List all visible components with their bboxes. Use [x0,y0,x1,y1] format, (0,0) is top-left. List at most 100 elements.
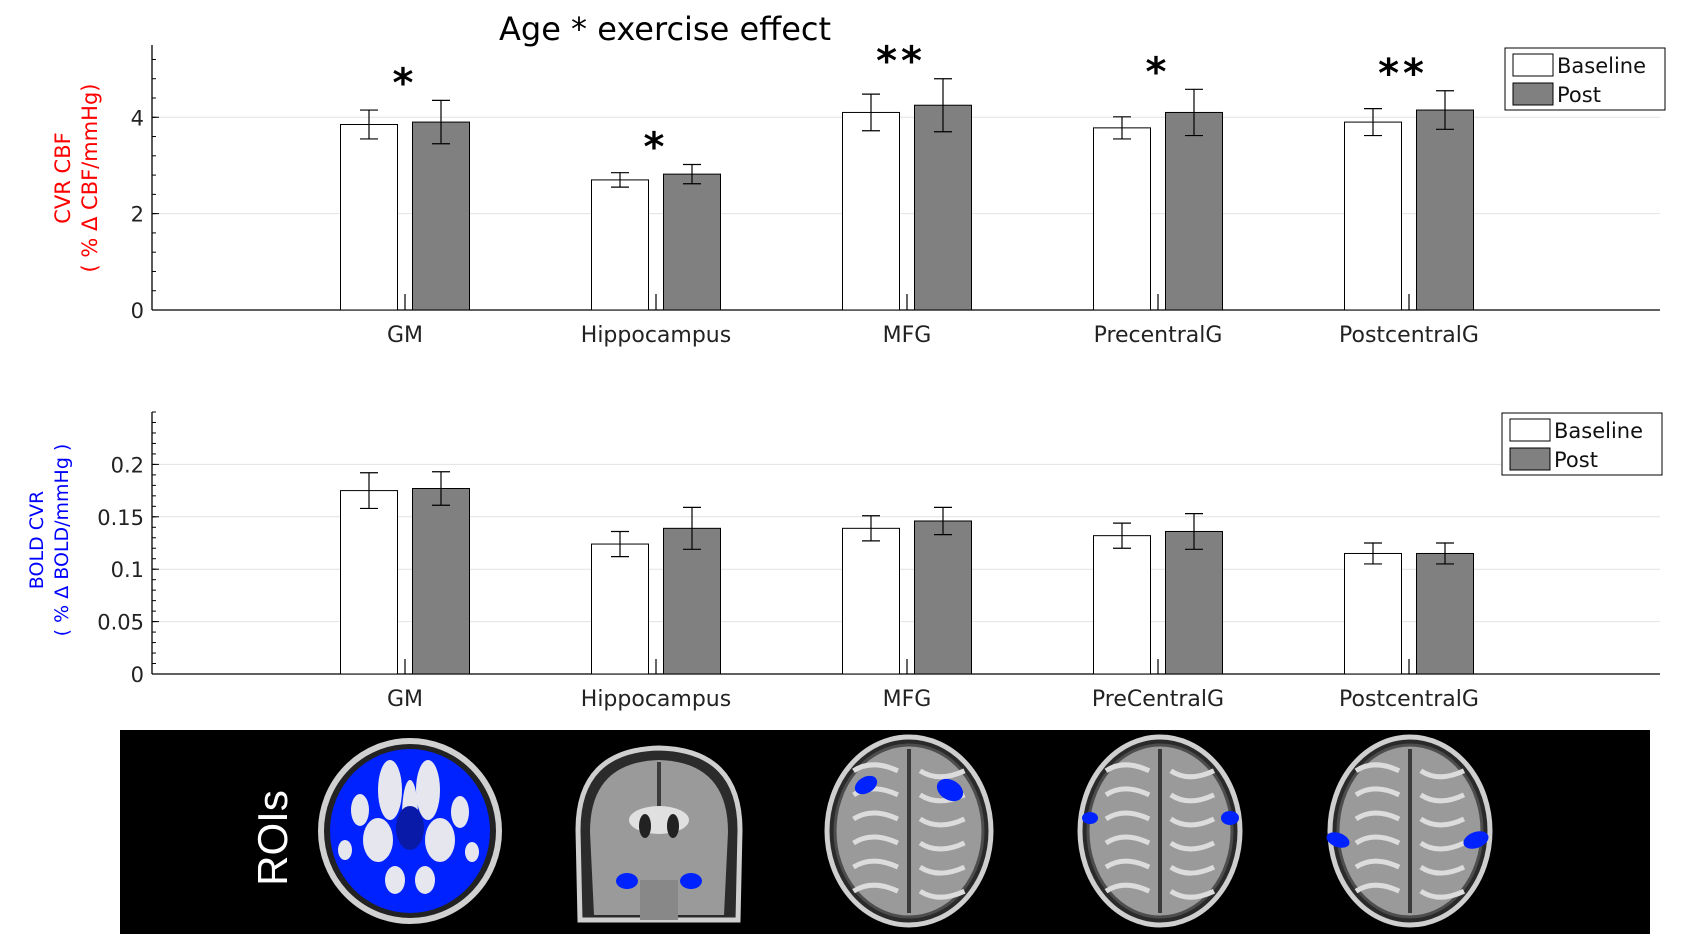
y-tick-label: 0 [131,663,144,687]
bar-baseline [842,111,900,311]
bold-cvr-chart: 0 0.05 0.1 0.15 0.2 GM Hippocampus MFG PreCentra… [26,411,1663,712]
white-matter-gyrus [1354,786,1401,798]
legend-label-baseline: Baseline [1557,54,1646,78]
white-matter-gyrus [1169,864,1216,876]
white-matter-gyrus [1169,792,1216,804]
white-matter-gyrus [1354,762,1401,774]
hippocampus-coronal-slice [575,745,743,923]
bar-baseline [1093,535,1151,675]
white-matter-gyrus [1419,888,1466,900]
gm-axial-slice [318,738,502,924]
white-matter-gyrus [1354,810,1401,822]
white-matter-region [385,866,405,894]
roi-label: ROIs [249,790,296,886]
white-matter-gyrus [1419,864,1466,876]
roi-postcentral-left [1326,832,1350,848]
roi-hippocampus-left [616,873,638,889]
white-matter-gyrus [1169,816,1216,828]
x-tick-label: PostcentralG [1339,323,1479,348]
bar-baseline [1093,127,1151,311]
x-tick-label: PostcentralG [1339,687,1479,712]
white-matter-gyrus [918,864,966,876]
y-tick-label: 0 [131,299,144,323]
bar-post [1165,530,1223,675]
y-axis-label-line2: ( % Δ BOLD/mmHg ) [51,444,73,637]
white-matter-region [338,840,352,860]
white-matter-gyrus [1104,762,1151,774]
roi-postcentral-right [1463,831,1489,849]
bar-post [914,104,972,311]
white-matter-gyrus [1169,768,1216,780]
significance-marker: ** [1378,51,1428,97]
white-matter-gyrus [852,858,899,870]
significance-marker: * [393,60,418,106]
corpus-callosum [629,806,689,834]
white-matter-region [451,796,469,828]
white-matter-region [416,760,440,820]
x-tick-label: PrecentralG [1094,323,1223,348]
bar-baseline [1344,121,1402,311]
legend-swatch-post [1509,447,1551,471]
x-tick-label: MFG [883,323,932,348]
white-matter-gyrus [852,834,899,846]
ventricle [639,814,651,838]
white-matter-gyrus [852,882,899,894]
legend-swatch-post [1512,82,1554,106]
x-tick-label: Hippocampus [581,687,731,712]
roi-precentral-left [1082,812,1098,824]
deep-gray-region [396,806,424,850]
precentral-axial-slice [1077,734,1243,928]
y-tick-label: 0.1 [111,558,144,582]
chart-title: Age * exercise effect [499,10,831,48]
white-matter-gyrus [918,840,966,852]
white-matter-gyrus [918,768,966,780]
significance-marker: * [644,124,669,170]
white-matter-gyrus [852,810,899,822]
ventricle [667,814,679,838]
legend-swatch-baseline [1509,418,1551,442]
roi-mfg-right [936,778,964,802]
x-tick-label: MFG [883,687,932,712]
white-matter-gyrus [1419,768,1466,780]
bar-baseline [591,179,649,311]
roi-hippocampus-right [680,873,702,889]
roi-panel: ROIs [120,730,1650,934]
bar-post [1416,109,1474,311]
bar-post [1165,111,1223,311]
white-matter-gyrus [1104,834,1151,846]
bar-baseline [1344,552,1402,675]
white-matter-gyrus [1419,816,1466,828]
brainstem [640,880,678,920]
white-matter-region [351,794,369,826]
y-axis-label-line1: BOLD CVR [26,491,48,589]
legend-label-post: Post [1557,83,1601,107]
postcentral-axial-slice [1326,734,1493,928]
white-matter-gyrus [1354,858,1401,870]
bar-post [412,488,470,675]
mfg-axial-slice [824,734,994,928]
bar-post [663,527,721,675]
white-matter-gyrus [918,888,966,900]
x-tick-label: GM [387,687,423,712]
roi-mfg-left [854,775,878,795]
y-tick-label: 2 [131,203,144,227]
white-matter-gyrus [1104,858,1151,870]
white-matter-gyrus [1354,834,1401,846]
white-matter-region [363,818,393,862]
y-tick-label: 0.2 [111,453,144,477]
white-matter-gyrus [1419,840,1466,852]
legend-swatch-baseline [1512,53,1554,77]
bar-post [663,173,721,311]
white-matter-region [465,842,479,862]
y-tick-label: 4 [131,106,144,130]
white-matter-region [425,818,455,862]
roi-precentral-right [1221,811,1239,825]
white-matter-gyrus [918,816,966,828]
white-matter-gyrus [1419,792,1466,804]
bar-post [914,520,972,675]
white-matter-gyrus [1169,840,1216,852]
white-matter-gyrus [852,762,899,774]
bar-baseline [591,543,649,675]
white-matter-gyrus [1104,810,1151,822]
bar-baseline [842,527,900,675]
